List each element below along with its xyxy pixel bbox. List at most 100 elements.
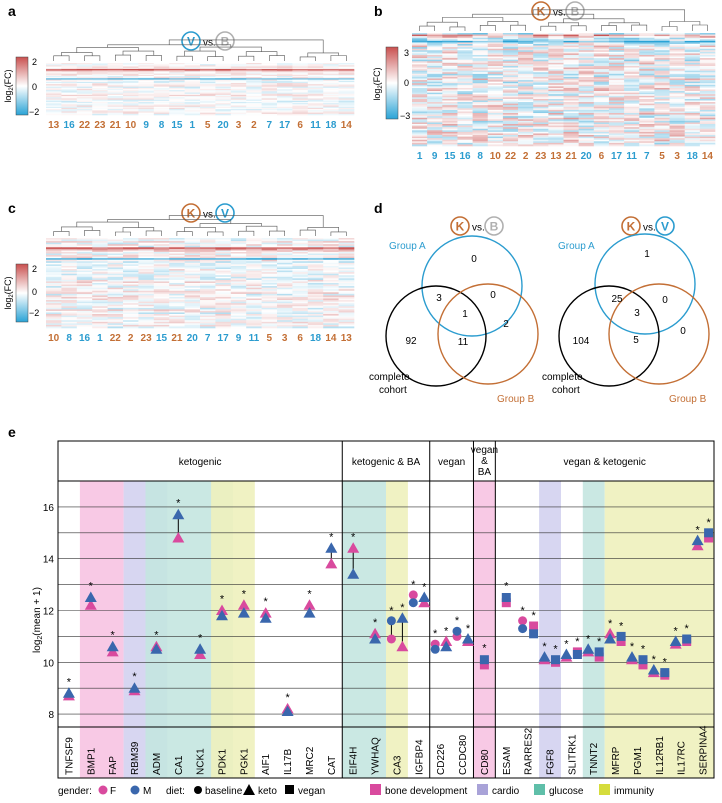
heatmap-a-cell <box>200 106 216 109</box>
significance-star: * <box>111 630 116 642</box>
heatmap-c-cell <box>169 304 185 307</box>
heatmap-c-cell <box>323 317 339 319</box>
heatmap-c-cell <box>76 253 93 256</box>
heatmap-b-cell <box>548 51 564 54</box>
heatmap-b-cell <box>457 87 473 90</box>
heatmap-b-cell <box>457 91 473 93</box>
heatmap-c-cell <box>292 278 309 281</box>
heatmap-b-cell <box>457 100 473 103</box>
heatmap-c-cell <box>338 315 355 318</box>
heatmap-c-cell <box>169 307 185 310</box>
heatmap-c-cell <box>76 295 93 298</box>
heatmap-b-cell <box>518 144 534 147</box>
heatmap-b-cell <box>699 119 716 122</box>
heatmap-c-cell <box>323 303 339 306</box>
heatmap-b-cell <box>412 73 428 76</box>
heatmap-b-cell <box>699 141 716 144</box>
heatmap-c-cell <box>61 290 78 293</box>
venn-left-group-b-label: Group B <box>497 394 535 405</box>
heatmap-a-cell <box>246 71 262 73</box>
heatmap-b-cell <box>502 98 519 101</box>
heatmap-b-cell <box>548 133 564 136</box>
heatmap-c-cell <box>138 287 155 290</box>
heatmap-b-cell <box>518 119 534 122</box>
gene-label: PGM1 <box>633 746 644 775</box>
heatmap-c-cell <box>323 314 339 316</box>
heatmap-b-cell <box>457 94 473 97</box>
gene-label: TNNT2 <box>589 742 600 775</box>
heatmap-a-cell <box>61 80 78 83</box>
heatmap-c-cell <box>323 312 339 315</box>
heatmap-b-cell <box>563 100 579 103</box>
heatmap-b-cell <box>548 83 564 86</box>
heatmap-b-cell <box>442 98 458 101</box>
heatmap-b-cell <box>502 87 519 90</box>
heatmap-b-cell <box>563 124 579 126</box>
point-male <box>325 542 338 553</box>
heatmap-b-cell <box>699 97 716 100</box>
heatmap-a-cell <box>153 84 170 86</box>
heatmap-b-cell <box>548 69 564 71</box>
heatmap-c-cell <box>184 269 201 271</box>
heatmap-a-cell <box>261 109 278 111</box>
heatmap-c-cell <box>277 262 293 265</box>
heatmap-a-cell <box>138 90 155 92</box>
heatmap-c-cell <box>61 267 78 270</box>
heatmap-b-cell <box>427 100 443 103</box>
heatmap-c-cell <box>338 324 355 327</box>
heatmap-b-cell <box>608 136 625 139</box>
heatmap-b-cell <box>472 108 489 111</box>
heatmap-c-cell <box>153 256 170 259</box>
point-male <box>386 616 396 626</box>
heatmap-a-cell <box>323 89 339 91</box>
dendrogram-a-branch <box>184 50 216 57</box>
heatmap-a-cell <box>46 77 62 79</box>
heatmap-a-cell <box>292 106 309 109</box>
heatmap-a-cell <box>323 81 339 84</box>
heatmap-b-cell <box>684 119 701 122</box>
heatmap-b-cell <box>457 124 473 126</box>
heatmap-b-cell <box>669 48 685 51</box>
heatmap-c-cell <box>230 287 247 290</box>
heatmap-c-cell <box>338 298 355 301</box>
heatmap-a-cell <box>215 74 232 77</box>
heatmap-b-cell <box>593 86 610 89</box>
heatmap-c-cell <box>200 314 216 316</box>
heatmap-b-cell <box>684 54 701 57</box>
heatmap-b-cell <box>624 105 640 108</box>
heatmap-c-cell <box>230 301 247 304</box>
heatmap-b-cell <box>593 40 610 43</box>
heatmap-c-cell <box>46 326 62 329</box>
heatmap-c-cell <box>76 296 93 299</box>
band-glucose <box>582 481 605 778</box>
heatmap-c-column-label: 9 <box>236 333 242 344</box>
heatmap-b-cell <box>502 69 519 71</box>
heatmap-c-cell <box>261 267 278 270</box>
heatmap-c-cell <box>277 248 293 251</box>
heatmap-b-cell <box>442 131 458 134</box>
heatmap-b-cell <box>684 102 701 104</box>
heatmap-c-cell <box>246 307 262 310</box>
heatmap-c-cell <box>76 292 93 295</box>
heatmap-b-cell <box>427 58 443 60</box>
gene-label: CCDC80 <box>458 735 469 775</box>
heatmap-b-cell <box>593 125 610 128</box>
heatmap-b-cell <box>699 114 716 117</box>
heatmap-a-cell <box>169 78 185 80</box>
significance-star: * <box>575 636 580 648</box>
heatmap-a-cell <box>61 65 78 67</box>
heatmap-a-cell <box>277 94 293 97</box>
heatmap-c-cell <box>76 314 93 316</box>
heatmap-a-cell <box>277 93 293 96</box>
heatmap-b-cell <box>472 87 489 90</box>
heatmap-c-cell <box>246 304 262 307</box>
heatmap-a-cell <box>292 91 309 93</box>
heatmap-b-cell <box>533 56 549 59</box>
heatmap-b-cell <box>487 102 504 104</box>
dendrogram-a-branch <box>122 50 155 56</box>
heatmap-b-cell <box>412 141 428 144</box>
heatmap-a-cell <box>107 110 124 112</box>
heatmap-c-cell <box>246 239 262 242</box>
heatmap-a-cell <box>292 73 309 76</box>
heatmap-a-cell <box>215 107 232 110</box>
